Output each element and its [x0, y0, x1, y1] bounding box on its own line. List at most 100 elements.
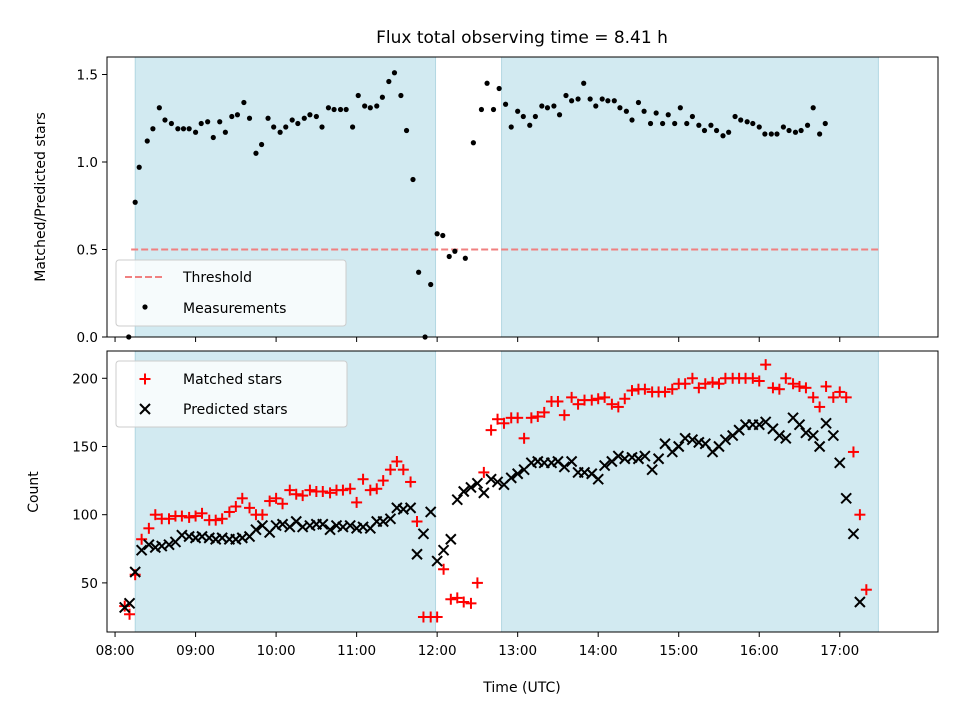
legend-measurements-label: Measurements — [183, 301, 286, 317]
predicted-star-point — [451, 493, 463, 506]
matched-star-point — [183, 511, 195, 523]
measurement-point — [665, 112, 671, 118]
measurement-point — [684, 120, 690, 127]
predicted-star-point — [646, 463, 658, 476]
measurement-point — [462, 255, 468, 261]
matched-star-point — [384, 464, 396, 476]
measurement-point — [386, 78, 392, 85]
predicted-star-point — [511, 468, 524, 480]
x-tick-label: 17:00 — [820, 643, 859, 659]
bottom-y-axis-label: Count — [26, 471, 42, 513]
bottom-x-ticks: 08:00 09:00 10:00 11:00 12:00 13:00 14:00 15:00… — [96, 632, 859, 659]
figure-title: Flux total observing time = 8.41 h — [376, 28, 668, 48]
matched-star-point — [478, 466, 490, 478]
measurement-point — [319, 124, 325, 130]
matched-star-point — [699, 378, 711, 390]
top-y-tick-label: 1.5 — [77, 68, 98, 84]
measurement-point — [532, 113, 538, 120]
measurement-point — [398, 92, 404, 99]
matched-star-point — [216, 513, 228, 525]
measurement-point — [259, 141, 265, 148]
measurement-point — [502, 101, 509, 107]
predicted-star-point — [592, 473, 604, 485]
measurement-point — [569, 98, 575, 104]
measurement-point — [265, 115, 271, 121]
top-legend-box — [115, 259, 347, 327]
matched-star-point — [317, 486, 329, 497]
matched-star-point — [666, 383, 678, 395]
matched-star-point — [834, 386, 846, 398]
measurement-point — [440, 232, 446, 239]
matched-star-point — [753, 375, 765, 387]
predicted-star-point — [465, 481, 477, 494]
measurement-point — [210, 134, 216, 141]
matched-star-point — [377, 475, 389, 487]
matched-star-point — [780, 372, 792, 384]
matched-star-point — [532, 410, 544, 422]
predicted-stars-points — [119, 412, 866, 614]
matched-star-point — [176, 510, 188, 522]
matched-star-point — [773, 383, 785, 395]
measurement-point — [136, 164, 142, 170]
matched-star-point — [277, 498, 289, 510]
measurement-point — [641, 108, 647, 114]
measurement-point — [446, 253, 452, 260]
matched-star-point — [405, 476, 417, 488]
measurement-point — [343, 106, 349, 113]
measurement-point — [144, 138, 150, 144]
bottom-legend: Matched stars Predicted stars — [115, 360, 348, 428]
matched-star-point — [807, 391, 819, 403]
matched-star-point — [760, 359, 772, 371]
x-tick-label: 13:00 — [498, 643, 537, 659]
matched-star-point — [679, 378, 691, 390]
measurement-point — [544, 105, 551, 111]
measurement-point — [337, 106, 344, 113]
matched-star-point — [190, 510, 202, 522]
matched-star-point — [512, 412, 524, 424]
matched-star-point — [707, 376, 719, 388]
measurement-point — [391, 70, 398, 76]
measurement-point — [132, 199, 138, 205]
bottom-y-ticks: 50 100 150 200 — [72, 371, 107, 592]
matched-star-point — [458, 596, 470, 608]
predicted-star-point — [793, 418, 806, 431]
top-y-tick-label: 0.5 — [77, 243, 98, 259]
x-axis-label: Time (UTC) — [482, 680, 560, 696]
matched-star-point — [599, 391, 611, 403]
matched-star-point — [210, 514, 222, 526]
bottom-y-tick-label: 200 — [72, 371, 98, 387]
predicted-star-point — [813, 440, 826, 453]
measurement-point — [527, 122, 533, 128]
measurement-point — [623, 108, 629, 114]
measurement-point — [253, 150, 259, 156]
top-observing-span-2 — [501, 56, 879, 338]
matched-star-point — [364, 484, 376, 496]
measurement-point — [563, 92, 569, 99]
measurement-point — [325, 105, 332, 111]
measurement-point — [611, 98, 617, 104]
top-x-ticks — [114, 337, 841, 342]
measurement-point — [241, 99, 247, 106]
measurement-point — [780, 124, 786, 130]
matched-star-point — [518, 432, 530, 444]
x-tick-label: 11:00 — [337, 643, 376, 659]
measurement-point — [222, 129, 228, 135]
predicted-star-point — [820, 417, 832, 430]
measurement-point — [205, 119, 211, 125]
measurement-point — [713, 127, 720, 134]
measurement-point — [551, 103, 557, 109]
matched-star-point — [525, 412, 537, 424]
matched-star-point — [847, 446, 859, 458]
predicted-star-point — [807, 429, 819, 442]
measurement-point — [817, 131, 823, 137]
predicted-star-point — [404, 502, 417, 514]
measurement-point — [355, 92, 361, 99]
matched-star-point — [659, 386, 671, 398]
matched-stars-points — [119, 359, 872, 623]
predicted-star-point — [129, 566, 141, 578]
measurement-point — [234, 112, 241, 118]
measurement-point — [726, 129, 732, 135]
measurement-point — [283, 124, 289, 130]
top-legend: Threshold Measurements — [115, 259, 347, 327]
predicted-star-point — [565, 455, 578, 468]
